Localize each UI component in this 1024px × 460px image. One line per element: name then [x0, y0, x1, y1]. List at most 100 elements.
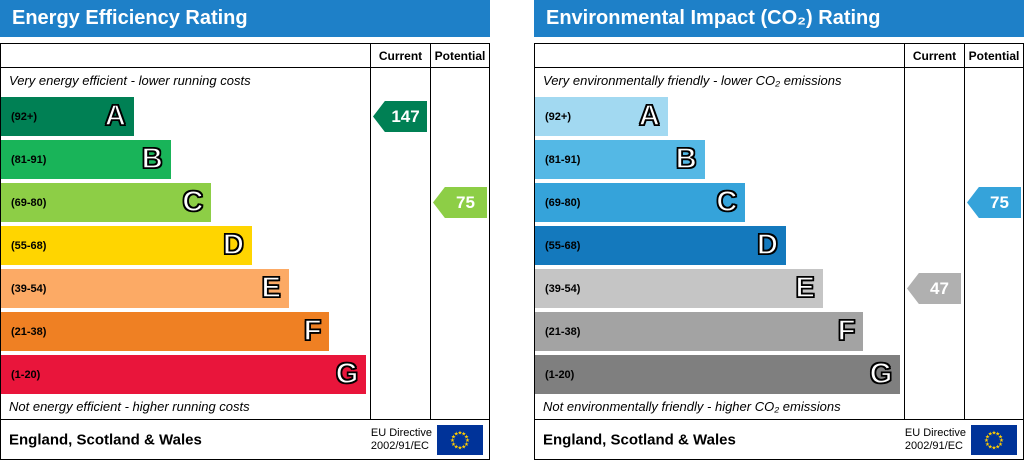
band-range-label: (69-80) — [11, 196, 47, 209]
environmental-impact-chart: Environmental Impact (CO₂) Rating Curren… — [534, 0, 1024, 460]
svg-text:★: ★ — [464, 441, 469, 447]
band-row-f: (21-38) F — [1, 312, 370, 351]
rating-table: Current Potential Very energy efficient … — [0, 43, 490, 460]
potential-column-header: Potential — [968, 49, 1020, 63]
band-letter: F — [303, 314, 322, 347]
band-bar: (55-68) D — [1, 226, 252, 265]
band-letter: F — [837, 314, 856, 347]
chart-title-bar: Energy Efficiency Rating — [0, 0, 490, 37]
footer-region-label: England, Scotland & Wales — [9, 431, 202, 448]
svg-text:★: ★ — [988, 444, 993, 450]
eu-directive-label: EU Directive 2002/91/EC — [905, 427, 966, 453]
band-letter: E — [261, 271, 282, 304]
svg-text:★: ★ — [461, 444, 466, 450]
bottom-note: Not energy efficient - higher running co… — [9, 399, 250, 414]
band-row-c: (69-80) C — [535, 183, 904, 222]
svg-text:★: ★ — [454, 431, 459, 437]
current-rating-arrow: 147 — [373, 101, 427, 132]
band-bar: (69-80) C — [1, 183, 212, 222]
band-bar: (39-54) E — [1, 269, 289, 308]
band-letter: G — [335, 357, 359, 390]
band-range-label: (21-38) — [545, 325, 581, 338]
chart-title: Energy Efficiency Rating — [12, 7, 248, 29]
band-range-label: (92+) — [11, 110, 37, 123]
svg-text:★: ★ — [464, 434, 469, 440]
band-letter: A — [104, 99, 126, 132]
eu-directive-line1: EU Directive — [370, 426, 432, 439]
column-header-row: Current Potential — [535, 44, 1023, 68]
column-header-row: Current Potential — [1, 44, 489, 68]
svg-text:★: ★ — [992, 445, 997, 451]
band-letter: E — [795, 271, 816, 304]
band-range-label: (1-20) — [11, 368, 41, 381]
band-range-label: (21-38) — [11, 325, 47, 338]
current-column-header: Current — [912, 49, 957, 63]
column-divider — [370, 44, 371, 421]
svg-text:★: ★ — [998, 441, 1003, 447]
band-row-d: (55-68) D — [535, 226, 904, 265]
band-row-g: (1-20) G — [1, 355, 370, 394]
band-row-c: (69-80) C — [1, 183, 370, 222]
band-bar: (55-68) D — [535, 226, 786, 265]
svg-text:★: ★ — [999, 438, 1004, 444]
eu-directive-line2: 2002/91/EC — [904, 439, 963, 452]
top-note: Very environmentally friendly - lower CO… — [543, 73, 842, 88]
band-bar: (1-20) G — [1, 355, 367, 394]
potential-rating-arrow: 75 — [967, 187, 1021, 218]
band-bar: (81-91) B — [535, 140, 705, 179]
potential-column-header: Potential — [434, 49, 486, 63]
band-range-label: (55-68) — [545, 239, 581, 252]
band-letter: G — [869, 357, 893, 390]
chart-title-bar: Environmental Impact (CO₂) Rating — [534, 0, 1024, 37]
svg-text:★: ★ — [998, 434, 1003, 440]
svg-text:★: ★ — [995, 444, 1000, 450]
band-range-label: (69-80) — [545, 196, 581, 209]
energy-efficiency-chart: Energy Efficiency Rating Current Potenti… — [0, 0, 490, 460]
band-row-b: (81-91) B — [535, 140, 904, 179]
band-row-e: (39-54) E — [1, 269, 370, 308]
band-row-b: (81-91) B — [1, 140, 370, 179]
bottom-note: Not environmentally friendly - higher CO… — [543, 399, 841, 414]
band-bar: (21-38) F — [535, 312, 864, 351]
band-letter: C — [182, 185, 204, 218]
eu-directive-line2: 2002/91/EC — [370, 439, 429, 452]
chart-title: Environmental Impact (CO₂) Rating — [546, 7, 881, 29]
svg-text:★: ★ — [995, 431, 1000, 437]
band-letter: A — [638, 99, 660, 132]
band-row-f: (21-38) F — [535, 312, 904, 351]
band-range-label: (55-68) — [11, 239, 47, 252]
band-bar: (92+) A — [1, 97, 134, 136]
column-divider — [904, 44, 905, 421]
svg-text:★: ★ — [451, 434, 456, 440]
band-bar: (69-80) C — [535, 183, 746, 222]
svg-text:★: ★ — [984, 438, 989, 444]
footer: England, Scotland & Wales EU Directive 2… — [1, 419, 489, 459]
band-range-label: (92+) — [545, 110, 571, 123]
band-letter: D — [756, 228, 778, 261]
band-letter: B — [141, 142, 163, 175]
band-range-label: (39-54) — [545, 282, 581, 295]
potential-rating-arrow: 75 — [433, 187, 487, 218]
column-divider — [430, 44, 431, 421]
current-rating-arrow: 47 — [907, 273, 961, 304]
current-column-header: Current — [378, 49, 423, 63]
band-letter: B — [675, 142, 697, 175]
band-range-label: (81-91) — [545, 153, 581, 166]
eu-directive-label: EU Directive 2002/91/EC — [371, 427, 432, 453]
band-row-e: (39-54) E — [535, 269, 904, 308]
band-letter: D — [222, 228, 244, 261]
svg-text:★: ★ — [985, 441, 990, 447]
footer-region-label: England, Scotland & Wales — [543, 431, 736, 448]
band-row-g: (1-20) G — [535, 355, 904, 394]
band-letter: C — [716, 185, 738, 218]
band-bar: (81-91) B — [1, 140, 171, 179]
band-row-a: (92+) A — [535, 97, 904, 136]
svg-text:★: ★ — [465, 438, 470, 444]
svg-text:★: ★ — [992, 430, 997, 436]
svg-text:★: ★ — [451, 441, 456, 447]
band-range-label: (39-54) — [11, 282, 47, 295]
band-bar: (21-38) F — [1, 312, 330, 351]
column-divider — [964, 44, 965, 421]
band-range-label: (1-20) — [545, 368, 575, 381]
svg-text:★: ★ — [458, 430, 463, 436]
